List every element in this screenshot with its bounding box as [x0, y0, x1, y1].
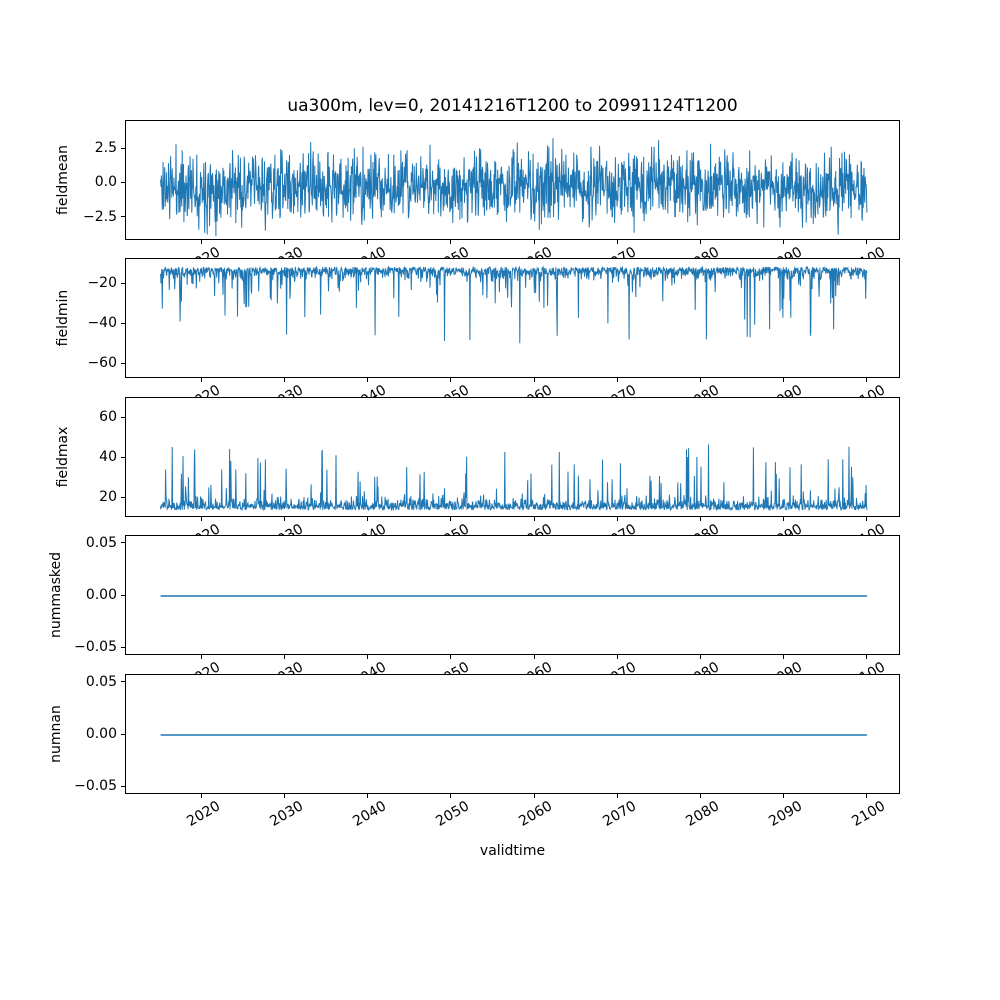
y-tick-mark: [121, 216, 125, 218]
x-tick-mark: [699, 240, 701, 244]
x-tick-mark: [201, 794, 202, 798]
x-tick-mark: [201, 378, 202, 382]
y-tick-mark: [121, 322, 125, 324]
x-tick-mark: [284, 240, 286, 244]
y-tick-mark: [121, 733, 125, 735]
y-axis-label: fieldmax: [55, 426, 71, 488]
x-tick-mark: [866, 655, 868, 659]
y-tick-mark: [121, 147, 125, 149]
x-tick-mark: [450, 517, 452, 521]
x-tick-mark: [201, 517, 202, 521]
y-tick-label: 0.05: [85, 534, 117, 551]
y-tick-mark: [121, 681, 125, 683]
y-axis-label: nummasked: [48, 552, 64, 639]
x-tick-mark: [367, 240, 369, 244]
y-tick-mark: [121, 496, 125, 498]
x-tick-mark: [616, 378, 618, 382]
y-tick-label: 2.5: [94, 140, 117, 157]
y-axis-label: fieldmean: [55, 145, 71, 215]
y-tick-mark: [121, 416, 125, 418]
y-tick-mark: [121, 646, 125, 648]
x-tick-mark: [616, 517, 618, 521]
y-tick-mark: [121, 282, 125, 284]
y-tick-label: 0.00: [85, 587, 117, 603]
axes-box: [125, 535, 900, 655]
x-tick-mark: [699, 655, 701, 659]
x-axis-label: validtime: [479, 843, 546, 859]
x-tick-mark: [284, 794, 286, 798]
x-tick-mark: [699, 517, 701, 521]
y-tick-mark: [121, 362, 125, 364]
y-tick-label: 0.05: [85, 673, 117, 690]
y-tick-label: 20: [99, 489, 117, 505]
x-tick-mark: [284, 378, 286, 382]
x-tick-mark: [450, 378, 452, 382]
x-tick-mark: [783, 240, 785, 244]
y-axis-label: numnan: [48, 705, 64, 763]
y-tick-label: 0.0: [94, 174, 117, 191]
x-tick-mark: [284, 517, 286, 521]
y-tick-label: 40: [99, 449, 117, 465]
x-tick-mark: [533, 378, 535, 382]
axes-box: [125, 397, 900, 517]
y-tick-mark: [121, 456, 125, 458]
plot-canvas: [160, 265, 868, 344]
y-tick-label: −40: [87, 315, 117, 331]
x-tick-mark: [367, 517, 369, 521]
x-tick-label: 2100: [849, 798, 889, 830]
x-tick-mark: [783, 655, 785, 659]
x-tick-mark: [866, 517, 868, 521]
x-tick-mark: [284, 655, 286, 659]
x-tick-mark: [201, 655, 202, 659]
x-tick-label-anchor: 2100: [681, 798, 888, 830]
data-line-fieldmin: [160, 265, 868, 344]
plot-canvas: [160, 595, 867, 597]
y-tick-mark: [121, 181, 125, 183]
axes-box: [125, 120, 900, 240]
y-tick-mark: [121, 542, 125, 544]
x-tick-mark: [367, 378, 369, 382]
y-tick-label: −20: [87, 275, 117, 291]
x-tick-mark: [699, 378, 701, 382]
plot-canvas: [160, 444, 868, 512]
x-tick-mark: [450, 794, 452, 798]
x-tick-mark: [616, 794, 618, 798]
plot-canvas: [160, 138, 868, 237]
x-tick-mark: [367, 794, 369, 798]
x-tick-mark: [866, 378, 868, 382]
y-tick-label: 60: [99, 409, 117, 425]
x-tick-mark: [616, 655, 618, 659]
x-tick-mark: [616, 240, 618, 244]
x-tick-mark: [533, 655, 535, 659]
data-line-fieldmean: [160, 138, 868, 237]
data-line-fieldmax: [160, 444, 868, 512]
y-tick-mark: [121, 785, 125, 787]
x-tick-mark: [866, 240, 868, 244]
x-tick-mark: [783, 378, 785, 382]
x-tick-mark: [783, 794, 785, 798]
x-tick-mark: [533, 794, 535, 798]
axes-box: [125, 258, 900, 378]
x-tick-mark: [450, 655, 452, 659]
x-tick-mark: [783, 517, 785, 521]
x-tick-mark: [533, 517, 535, 521]
y-tick-label: −0.05: [74, 778, 117, 795]
x-tick-mark: [699, 794, 701, 798]
y-tick-label: −60: [87, 355, 117, 371]
figure-title: ua300m, lev=0, 20141216T1200 to 20991124…: [287, 96, 738, 116]
y-tick-label: 0.00: [85, 726, 117, 742]
axes-box: [125, 674, 900, 794]
x-tick-mark: [533, 240, 535, 244]
x-tick-mark: [450, 240, 452, 244]
x-tick-mark: [866, 794, 868, 798]
plot-canvas: [160, 734, 867, 736]
x-tick-mark: [367, 655, 369, 659]
y-tick-label: −0.05: [74, 639, 117, 656]
y-tick-mark: [121, 594, 125, 596]
y-axis-label: fieldmin: [55, 289, 71, 347]
y-tick-label: −2.5: [83, 208, 117, 225]
x-tick-mark: [201, 240, 202, 244]
